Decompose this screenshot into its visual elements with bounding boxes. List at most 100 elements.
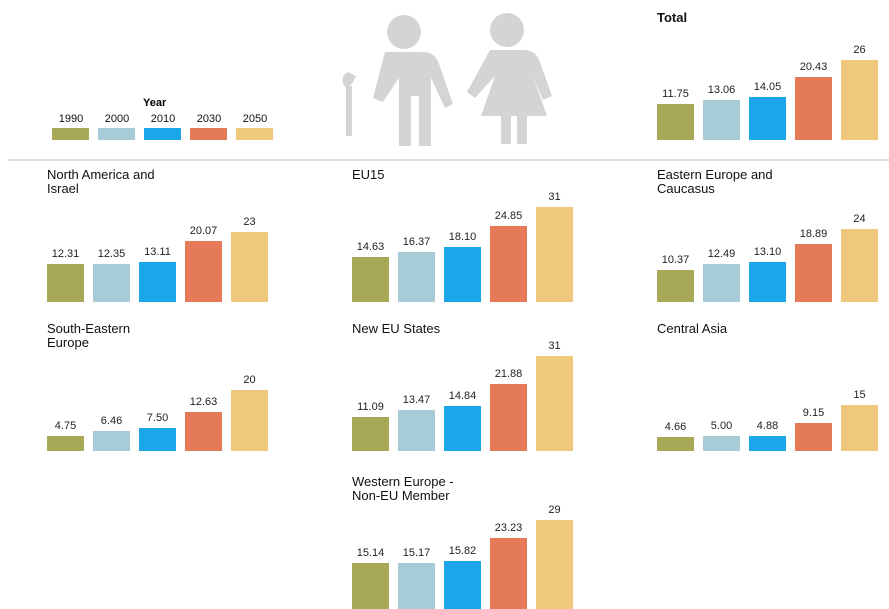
value-label: 15 <box>853 389 866 402</box>
value-label: 11.09 <box>357 401 384 414</box>
legend-swatch <box>98 128 135 140</box>
bar <box>657 104 694 140</box>
value-label: 10.37 <box>661 254 690 267</box>
bar <box>749 97 786 140</box>
value-label: 15.14 <box>356 546 385 559</box>
value-label: 14.84 <box>448 389 477 402</box>
chart-title: South-Eastern Europe <box>47 321 131 350</box>
value-label: 24 <box>853 212 866 225</box>
legend-label: 2030 <box>196 113 222 125</box>
bar <box>185 412 222 451</box>
value-label: 24.85 <box>494 209 523 222</box>
elderly-couple-icon <box>342 13 552 146</box>
bar <box>841 60 878 140</box>
bar <box>139 261 176 302</box>
chart-title: EU15 <box>352 167 385 182</box>
value-label: 20 <box>243 373 256 386</box>
value-label: 16.37 <box>402 235 431 248</box>
bar <box>490 537 527 609</box>
legend-label: 2050 <box>242 113 268 125</box>
value-label: 23 <box>243 215 256 228</box>
bar <box>536 356 573 451</box>
bar <box>657 436 694 451</box>
bar <box>536 207 573 302</box>
bar <box>749 436 786 451</box>
value-label: 12.49 <box>707 247 736 260</box>
chart-title: North America and Israel <box>47 167 155 196</box>
legend-label: 1990 <box>58 113 84 125</box>
bar <box>841 228 878 302</box>
legend-label: 2010 <box>150 113 176 125</box>
bar <box>444 246 481 302</box>
value-label: 31 <box>548 191 561 204</box>
bar <box>352 562 389 609</box>
bar <box>47 264 84 302</box>
chart-title: Western Europe - Non-EU Member <box>352 474 454 503</box>
value-label: 21.88 <box>494 368 523 381</box>
value-label: 31 <box>548 340 561 353</box>
chart-title: New EU States <box>352 321 441 336</box>
bar <box>398 409 435 451</box>
value-label: 18.89 <box>799 228 828 241</box>
bar <box>795 423 832 451</box>
value-label: 12.31 <box>51 248 80 261</box>
bar <box>398 251 435 302</box>
legend-swatch <box>236 128 273 140</box>
legend-swatch <box>190 128 227 140</box>
bar <box>703 263 740 302</box>
value-label: 13.10 <box>753 245 782 258</box>
value-label: 5.00 <box>710 419 733 432</box>
value-label: 15.82 <box>448 544 477 557</box>
legend-label: 2000 <box>104 113 130 125</box>
bar <box>444 560 481 609</box>
value-label: 11.75 <box>662 88 689 101</box>
value-label: 13.06 <box>707 84 736 97</box>
bar <box>536 520 573 609</box>
value-label: 4.88 <box>756 420 779 433</box>
value-label: 7.50 <box>146 412 169 425</box>
value-label: 12.63 <box>189 396 218 409</box>
bar <box>749 261 786 302</box>
value-label: 23.23 <box>494 521 523 534</box>
value-label: 9.15 <box>802 407 825 419</box>
bar <box>185 240 222 302</box>
bar <box>703 100 740 140</box>
bar <box>352 417 389 451</box>
bar <box>352 257 389 302</box>
bar <box>398 562 435 609</box>
legend-swatch <box>52 128 89 140</box>
bar <box>231 389 268 451</box>
value-label: 4.75 <box>54 420 77 433</box>
value-label: 14.05 <box>753 81 782 93</box>
bar <box>795 244 832 302</box>
chart-title: Total <box>657 10 688 25</box>
value-label: 15.17 <box>402 546 431 559</box>
bar <box>47 436 84 451</box>
chart-title: Eastern Europe and Caucasus <box>657 167 773 196</box>
value-label: 29 <box>548 504 561 517</box>
bar <box>703 435 740 451</box>
value-label: 14.63 <box>356 241 385 254</box>
bar <box>795 77 832 140</box>
chart-title: Central Asia <box>657 321 728 336</box>
value-label: 13.47 <box>402 393 431 406</box>
bar <box>657 270 694 302</box>
legend-title: Year <box>143 97 167 109</box>
bar <box>841 405 878 451</box>
value-label: 4.66 <box>664 420 687 433</box>
value-label: 12.35 <box>97 248 126 261</box>
value-label: 20.43 <box>799 61 828 74</box>
bar <box>444 405 481 451</box>
bar <box>139 428 176 451</box>
bar <box>231 231 268 302</box>
value-label: 6.46 <box>100 415 123 428</box>
value-label: 18.10 <box>448 230 477 243</box>
legend-swatch <box>144 128 181 140</box>
bar <box>93 264 130 302</box>
value-label: 26 <box>853 44 866 57</box>
bar <box>490 225 527 302</box>
value-label: 13.11 <box>144 245 171 258</box>
bar <box>490 384 527 451</box>
